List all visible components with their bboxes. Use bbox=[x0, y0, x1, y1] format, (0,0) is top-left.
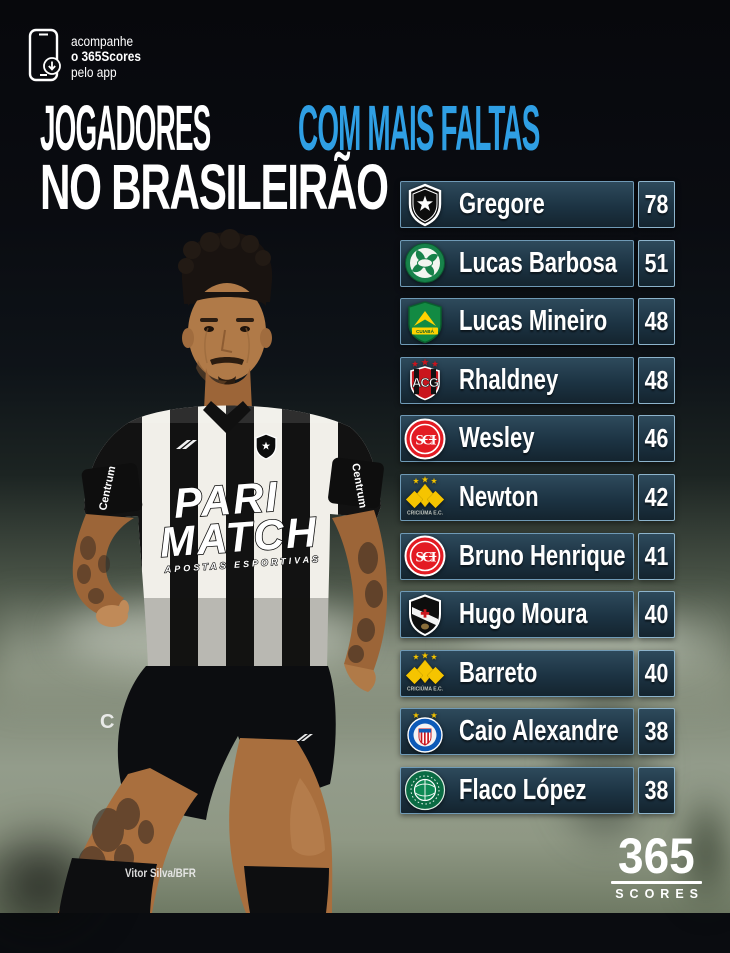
player-name: Gregore bbox=[459, 188, 545, 220]
player-legs bbox=[58, 738, 333, 913]
fouls-value-box: 51 bbox=[638, 239, 675, 287]
fouls-value: 42 bbox=[644, 481, 669, 512]
fouls-value: 41 bbox=[644, 540, 669, 571]
table-row[interactable]: Rhaldney 48 bbox=[400, 356, 675, 404]
promo-line-2: o 365Scores bbox=[71, 49, 142, 65]
365scores-logo-number: 365 bbox=[618, 828, 695, 884]
vasco-badge-icon bbox=[403, 593, 447, 637]
title-line-2: NO BRASILEIRÃO bbox=[40, 151, 389, 223]
player-name: Bruno Henrique bbox=[459, 539, 626, 572]
365scores-logo-word: SCORES bbox=[615, 887, 704, 901]
table-row[interactable]: Newton 42 bbox=[400, 473, 675, 521]
player-photo: PARI MATCH APOSTAS ESPORTIVAS Centrum Ce… bbox=[58, 229, 387, 913]
table-row[interactable]: Caio Alexandre 38 bbox=[400, 708, 675, 756]
internacional-badge-icon bbox=[403, 534, 447, 578]
365scores-logo: 365 SCORES bbox=[609, 828, 704, 901]
player-name: Wesley bbox=[459, 422, 535, 455]
title-white-part: JOGADORES bbox=[40, 92, 211, 164]
page-title: JOGADORES COM MAIS FALTAS NO BRASILEIRÃO bbox=[40, 92, 730, 223]
table-row[interactable]: Barreto 40 bbox=[400, 649, 675, 697]
table-row[interactable]: Lucas Barbosa 51 bbox=[400, 239, 675, 287]
fouls-value: 46 bbox=[644, 423, 669, 454]
player-name: Caio Alexandre bbox=[459, 715, 619, 748]
fouls-value-box: 48 bbox=[638, 298, 675, 346]
fouls-value-box: 38 bbox=[638, 766, 675, 814]
player-name: Lucas Mineiro bbox=[459, 305, 608, 338]
fouls-value: 38 bbox=[644, 716, 669, 747]
table-row[interactable]: Hugo Moura 40 bbox=[400, 591, 675, 639]
fouls-value-box: 48 bbox=[638, 356, 675, 404]
fouls-value: 48 bbox=[644, 306, 669, 337]
fouls-value: 40 bbox=[644, 599, 669, 630]
table-row[interactable]: Flaco López 38 bbox=[400, 766, 675, 814]
player-arms bbox=[72, 510, 387, 692]
botafogo-crest-icon bbox=[255, 433, 277, 460]
fouls-value-box: 42 bbox=[638, 473, 675, 521]
photo-credit: Vitor Silva/BFR bbox=[125, 866, 196, 880]
internacional-badge-icon bbox=[403, 417, 447, 461]
table-row[interactable]: Wesley 46 bbox=[400, 415, 675, 463]
title-highlight-part: COM MAIS FALTAS bbox=[298, 92, 540, 164]
player-name: Hugo Moura bbox=[459, 598, 588, 631]
player-name: Flaco López bbox=[459, 773, 587, 806]
cuiaba-badge-icon bbox=[403, 300, 447, 344]
player-name: Newton bbox=[459, 480, 539, 513]
player-head bbox=[178, 229, 273, 391]
player-name: Rhaldney bbox=[459, 363, 559, 396]
fouls-value-box: 38 bbox=[638, 708, 675, 756]
table-row[interactable]: Lucas Mineiro 48 bbox=[400, 298, 675, 346]
palmeiras-badge-icon bbox=[403, 768, 447, 812]
kit-mark: C bbox=[100, 711, 114, 733]
reebok-logo-icon bbox=[176, 440, 197, 449]
table-row[interactable]: Bruno Henrique 41 bbox=[400, 532, 675, 580]
fouls-value-box: 78 bbox=[638, 181, 675, 228]
fouls-value-box: 46 bbox=[638, 415, 675, 463]
player-name: Barreto bbox=[459, 656, 538, 689]
jersey-sponsor-wordmark: PARI MATCH APOSTAS ESPORTIVAS bbox=[157, 472, 321, 576]
player-name-box: Flaco López bbox=[400, 766, 634, 814]
app-promo[interactable]: acompanhe o 365Scores pelo app bbox=[28, 28, 151, 86]
fouls-value-box: 40 bbox=[638, 591, 675, 639]
365scores-logo-rule bbox=[611, 881, 702, 884]
armband-right: Centrum bbox=[328, 457, 384, 509]
svg-text:PARI: PARI bbox=[172, 473, 280, 527]
promo-line-3: pelo app bbox=[71, 64, 117, 80]
criciuma-badge-icon bbox=[403, 651, 447, 695]
player-name: Lucas Barbosa bbox=[459, 246, 618, 279]
fouls-value-box: 41 bbox=[638, 532, 675, 580]
fouls-value-box: 40 bbox=[638, 649, 675, 697]
fouls-value: 40 bbox=[644, 657, 669, 688]
phone-download-icon bbox=[28, 28, 61, 82]
promo-line-1: acompanhe bbox=[71, 33, 134, 49]
fouls-value: 51 bbox=[644, 247, 669, 278]
botafogo-badge-icon bbox=[403, 183, 447, 227]
atletico-go-badge-icon bbox=[403, 358, 447, 402]
app-promo-text: acompanhe o 365Scores pelo app bbox=[71, 34, 141, 81]
bahia-badge-icon bbox=[403, 710, 447, 754]
armband-left: Centrum bbox=[81, 463, 143, 517]
criciuma-badge-icon bbox=[403, 475, 447, 519]
table-row[interactable]: Gregore 78 bbox=[400, 181, 675, 228]
juventude-badge-icon bbox=[403, 241, 447, 285]
fouls-value: 48 bbox=[644, 364, 669, 395]
fouls-list: Gregore 78 Lucas Barbosa 51 Lucas Mineir… bbox=[400, 181, 675, 814]
fouls-value: 38 bbox=[644, 774, 669, 805]
fouls-value: 78 bbox=[644, 189, 669, 219]
